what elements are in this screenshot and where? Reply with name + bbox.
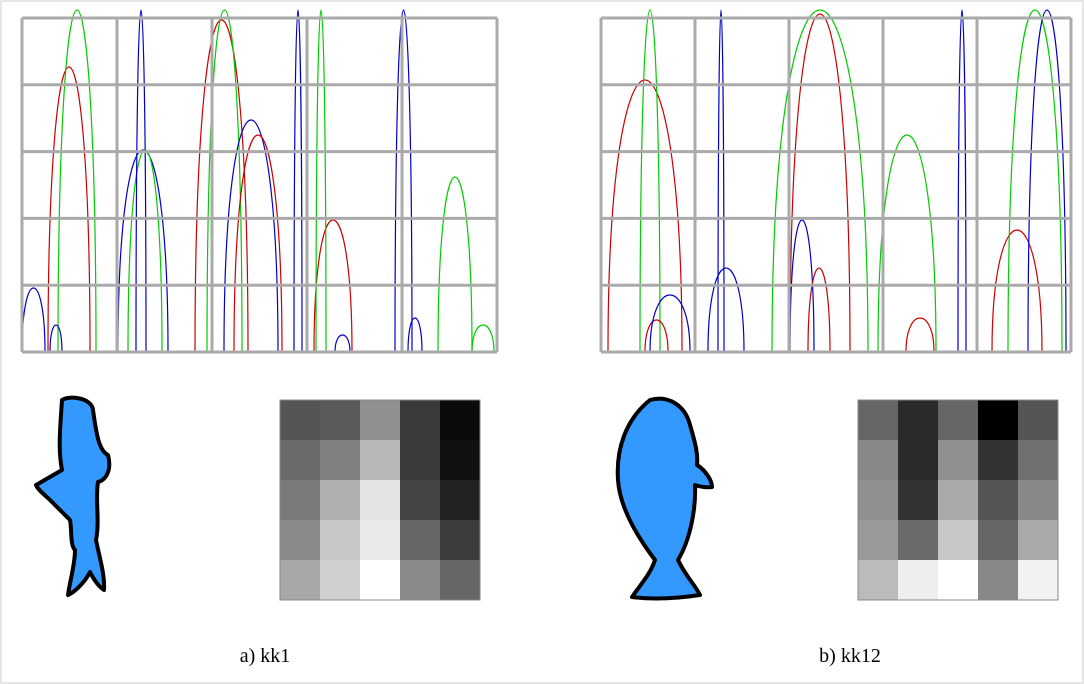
gray-cell (898, 560, 938, 600)
spectrum-curve (223, 119, 279, 353)
spectrum-curve (789, 13, 851, 353)
gray-cell (938, 480, 978, 520)
gray-cell (280, 440, 320, 480)
gray-cell (320, 400, 360, 440)
spectrum-curve (293, 9, 303, 353)
caption: b) kk12 (819, 645, 881, 667)
gray-cell (938, 400, 978, 440)
gray-cell (1018, 560, 1058, 600)
spectrum-curve (47, 66, 91, 353)
spectrum-curve (905, 317, 935, 353)
spectrum-curve (807, 267, 831, 353)
matrix-border (857, 399, 1059, 601)
grids (20, 16, 1073, 354)
spectrum-curve (49, 324, 63, 353)
gray-cell (320, 480, 360, 520)
spectrum-curve (437, 176, 473, 353)
gray-cell (440, 480, 480, 520)
gray-cell (280, 520, 320, 560)
gray-cell (1018, 520, 1058, 560)
spectrum-curve (315, 9, 327, 353)
gray-cell (360, 520, 400, 560)
gray-cell (360, 400, 400, 440)
spectrum-curve (789, 219, 815, 353)
gray-cell (898, 520, 938, 560)
gray-cell (400, 560, 440, 600)
spectrum-curve (334, 334, 351, 353)
gray-cell (280, 480, 320, 520)
gray-cell (1018, 480, 1058, 520)
gray-cell (898, 480, 938, 520)
gray-cell (858, 400, 898, 440)
gray-cell (938, 440, 978, 480)
gray-cell (898, 440, 938, 480)
gray-cell (440, 520, 480, 560)
caption: a) kk1 (240, 645, 291, 667)
gray-cell (978, 520, 1018, 560)
gray-cell (360, 440, 400, 480)
gray-cell (938, 520, 978, 560)
spectrum-curve (877, 134, 937, 353)
gray-cell (440, 560, 480, 600)
gray-cell (440, 400, 480, 440)
gray-cell (978, 440, 1018, 480)
gray-cell (360, 560, 400, 600)
gray-cell (978, 400, 1018, 440)
spectrum-curve (649, 294, 691, 353)
spectrum-curve (206, 9, 243, 353)
gray-cell (1018, 400, 1058, 440)
spectrum-curve (771, 9, 869, 353)
spectrum-curve (233, 134, 283, 353)
gray-cell (858, 520, 898, 560)
gray-cell (360, 480, 400, 520)
spectrum-curve (394, 9, 413, 353)
spectrum-curve (644, 319, 669, 353)
gray-cell (978, 560, 1018, 600)
spectrum-curve (1007, 9, 1063, 353)
gray-cell (898, 400, 938, 440)
spectrum-curve (639, 9, 661, 353)
spectrum-curve (407, 317, 423, 353)
spectrum-curve (957, 9, 967, 353)
gray-cell (320, 520, 360, 560)
spectrum-curve (717, 9, 725, 353)
gray-cell (400, 440, 440, 480)
spectrum-curve (135, 9, 147, 353)
spectra (21, 9, 1067, 353)
fish-silhouette (34, 395, 112, 597)
spectrum-curve (471, 324, 495, 353)
gray-cell (320, 440, 360, 480)
gray-cell (400, 520, 440, 560)
spectrum-curve (57, 9, 97, 353)
gray-cell (280, 400, 320, 440)
gray-cell (400, 480, 440, 520)
gray-cell (400, 400, 440, 440)
gray-cell (320, 560, 360, 600)
gray-matrices (279, 399, 1059, 601)
gray-cell (978, 480, 1018, 520)
matrix-border (279, 399, 481, 601)
spectrum-curve (1027, 9, 1067, 353)
gray-cell (858, 440, 898, 480)
spectrum-curve (991, 229, 1043, 353)
gray-cell (858, 480, 898, 520)
fish-silhouette (615, 396, 714, 601)
spectrum-curve (194, 19, 249, 353)
gray-cell (858, 560, 898, 600)
gray-cell (1018, 440, 1058, 480)
spectrum-curve (707, 267, 745, 353)
gray-cell (280, 560, 320, 600)
gray-cell (938, 560, 978, 600)
gray-cell (440, 440, 480, 480)
